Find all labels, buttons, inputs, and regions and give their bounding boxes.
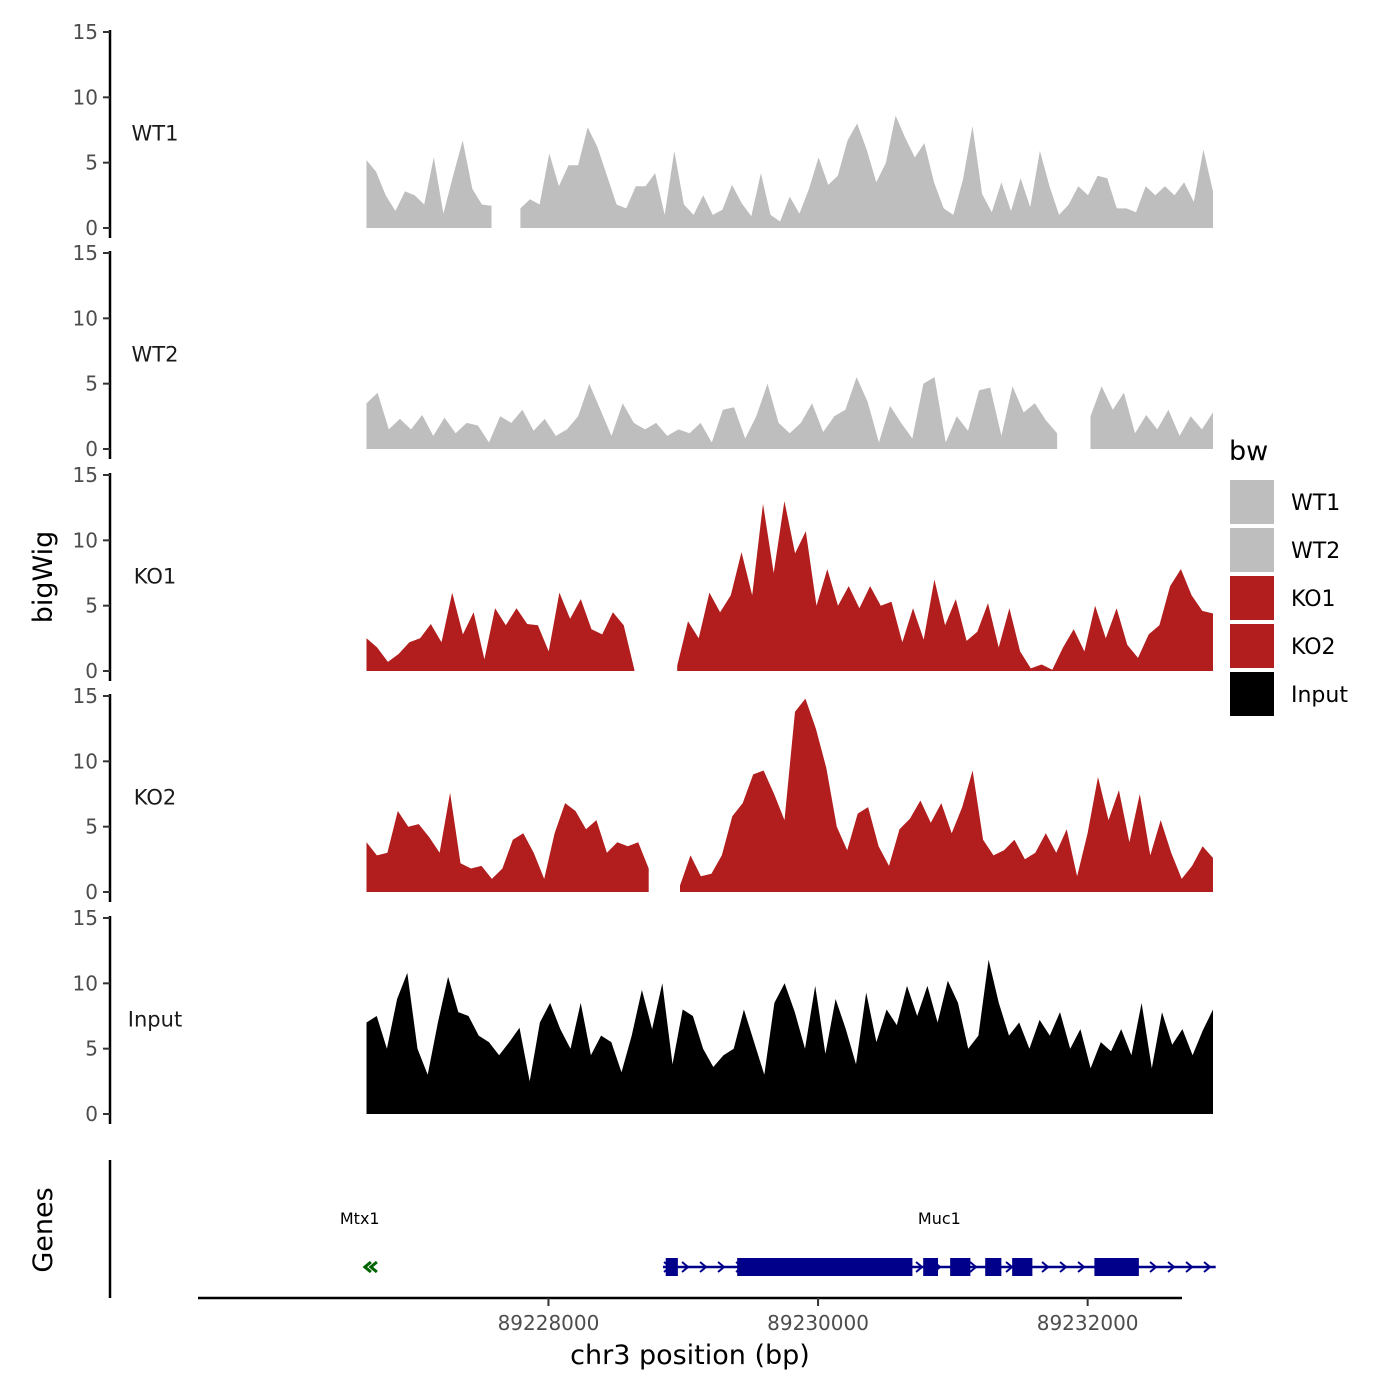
x-tick-label: 89232000 bbox=[1037, 1311, 1139, 1335]
strand-arrow bbox=[1149, 1261, 1158, 1273]
strand-arrow bbox=[1167, 1261, 1176, 1273]
strand-arrow bbox=[915, 1261, 924, 1273]
strand-arrow bbox=[1041, 1261, 1050, 1273]
track-wt2: 0 5 10 15 WT2 bbox=[73, 241, 1213, 461]
signal-area-wt1 bbox=[520, 115, 1213, 228]
exon bbox=[1094, 1258, 1139, 1276]
signal-area-wt2 bbox=[366, 377, 1058, 449]
track-ko2: 0 5 10 15 KO2 bbox=[73, 684, 1213, 904]
legend-swatch bbox=[1228, 478, 1276, 526]
genes-axis-title: Genes bbox=[28, 1187, 59, 1272]
signal-area-wt2 bbox=[1090, 386, 1213, 449]
x-axis: 89228000 89230000 89232000 bbox=[198, 1296, 1182, 1335]
y-tick-label: 15 bbox=[73, 906, 98, 930]
track-ko1: 0 5 10 15 KO1 bbox=[73, 463, 1213, 683]
gene-mtx1: Mtx1 bbox=[340, 1209, 380, 1274]
y-tick-label: 10 bbox=[73, 749, 98, 773]
track-label: KO1 bbox=[134, 565, 177, 589]
signal-area-wt1 bbox=[366, 140, 492, 228]
gene-muc1: Muc1 bbox=[663, 1209, 1216, 1276]
strand-arrow bbox=[1077, 1261, 1086, 1273]
y-tick-label: 15 bbox=[73, 684, 98, 708]
legend-swatch bbox=[1228, 670, 1276, 718]
legend-label: KO1 bbox=[1291, 587, 1336, 612]
exon bbox=[665, 1258, 678, 1276]
legend-item-input: Input bbox=[1228, 670, 1348, 718]
legend-item-wt1: WT1 bbox=[1228, 478, 1340, 526]
signal-area-ko1 bbox=[366, 592, 635, 671]
legend-swatch bbox=[1228, 526, 1276, 574]
track-label: Input bbox=[128, 1008, 182, 1032]
y-tick-label: 0 bbox=[85, 216, 98, 240]
strand-arrow bbox=[717, 1261, 726, 1273]
signal-area-input bbox=[366, 959, 1213, 1114]
track-label: WT2 bbox=[132, 343, 179, 367]
genes-panel: Mtx1 Muc1 bbox=[108, 1160, 1216, 1298]
legend: bw WT1 WT2 KO1 KO2 Input bbox=[1228, 436, 1348, 718]
strand-arrow bbox=[699, 1261, 708, 1273]
gene-label: Mtx1 bbox=[340, 1209, 380, 1228]
strand-arrow bbox=[1203, 1261, 1212, 1273]
strand-arrow bbox=[1005, 1261, 1014, 1273]
y-tick-label: 0 bbox=[85, 659, 98, 683]
y-tick-label: 5 bbox=[85, 151, 98, 175]
strand-arrow bbox=[681, 1261, 690, 1273]
strand-arrow bbox=[1185, 1261, 1194, 1273]
y-tick-label: 15 bbox=[73, 241, 98, 265]
track-label: WT1 bbox=[132, 122, 179, 146]
signal-area-ko1 bbox=[677, 501, 1213, 671]
x-axis-title: chr3 position (bp) bbox=[570, 1340, 810, 1371]
track-wt1: 0 5 10 15 WT1 bbox=[73, 20, 1213, 240]
exon bbox=[950, 1258, 971, 1276]
legend-label: KO2 bbox=[1291, 635, 1336, 660]
y-tick-label: 10 bbox=[73, 85, 98, 109]
y-tick-label: 0 bbox=[85, 1102, 98, 1126]
legend-item-ko2: KO2 bbox=[1228, 622, 1336, 670]
y-tick-label: 15 bbox=[73, 463, 98, 487]
signal-area-ko2 bbox=[366, 792, 649, 892]
x-tick-label: 89228000 bbox=[498, 1311, 600, 1335]
exon bbox=[737, 1258, 913, 1276]
y-tick-label: 15 bbox=[73, 20, 98, 44]
exon bbox=[923, 1258, 939, 1276]
y-axis-title: bigWig bbox=[28, 531, 59, 624]
y-tick-label: 10 bbox=[73, 306, 98, 330]
y-tick-label: 10 bbox=[73, 971, 98, 995]
gene-label: Muc1 bbox=[918, 1209, 961, 1228]
legend-label: Input bbox=[1291, 683, 1348, 708]
strand-arrow bbox=[969, 1261, 978, 1273]
y-tick-label: 5 bbox=[85, 372, 98, 396]
signal-area-ko2 bbox=[680, 698, 1213, 892]
y-tick-label: 5 bbox=[85, 815, 98, 839]
y-tick-label: 0 bbox=[85, 437, 98, 461]
legend-swatch bbox=[1228, 622, 1276, 670]
exon bbox=[1012, 1258, 1033, 1276]
legend-title: bw bbox=[1229, 436, 1268, 467]
legend-label: WT1 bbox=[1291, 491, 1340, 516]
x-tick-label: 89230000 bbox=[767, 1311, 869, 1335]
strand-arrow bbox=[362, 1260, 378, 1274]
bigwig-tracks: 0 5 10 15 WT1 0 5 10 15 WT2 0 5 10 15 KO1 0 5 10 15 KO2 0 5 10… bbox=[73, 20, 1213, 1126]
track-label: KO2 bbox=[134, 786, 177, 810]
strand-arrow bbox=[1059, 1261, 1068, 1273]
legend-item-ko1: KO1 bbox=[1228, 574, 1336, 622]
y-tick-label: 5 bbox=[85, 1037, 98, 1061]
legend-swatch bbox=[1228, 574, 1276, 622]
y-tick-label: 0 bbox=[85, 880, 98, 904]
legend-item-wt2: WT2 bbox=[1228, 526, 1340, 574]
y-tick-label: 10 bbox=[73, 528, 98, 552]
legend-label: WT2 bbox=[1291, 539, 1340, 564]
exon bbox=[985, 1258, 1002, 1276]
track-input: 0 5 10 15 Input bbox=[73, 906, 1213, 1126]
y-tick-label: 5 bbox=[85, 594, 98, 618]
